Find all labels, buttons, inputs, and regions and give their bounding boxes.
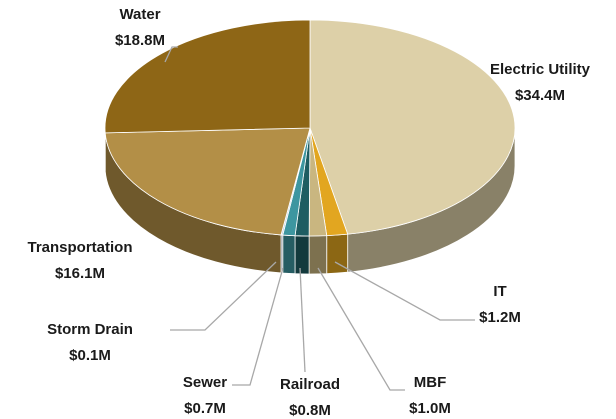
slice-value-label: $18.8M (115, 32, 165, 49)
slice-label: Sewer (183, 374, 227, 391)
slice-value-label: $0.1M (69, 347, 111, 364)
slice-label: IT (493, 283, 506, 300)
leader-line (232, 267, 284, 386)
leader-line (299, 267, 306, 373)
slice-value-label: $1.0M (409, 400, 451, 417)
slice-label: MBF (414, 374, 447, 391)
slice-value-label: $34.4M (515, 87, 565, 104)
pie-side (282, 234, 296, 275)
slice-label: Transportation (27, 239, 132, 256)
slice-label: Water (119, 6, 160, 23)
leader-line (164, 46, 178, 63)
leader-line (334, 261, 475, 321)
pie-slice (104, 19, 311, 134)
slice-label: Electric Utility (490, 61, 591, 78)
pie-side (294, 235, 310, 275)
slice-value-label: $0.8M (289, 402, 331, 419)
slice-label: Railroad (280, 376, 340, 393)
slice-value-label: $0.7M (184, 400, 226, 417)
slice-value-label: $1.2M (479, 309, 521, 326)
pie-slice (104, 127, 311, 236)
slice-label: Storm Drain (47, 321, 133, 338)
leader-line (170, 261, 277, 331)
leader-line (317, 267, 405, 391)
slice-value-label: $16.1M (55, 265, 105, 282)
pie-slice (309, 19, 516, 235)
